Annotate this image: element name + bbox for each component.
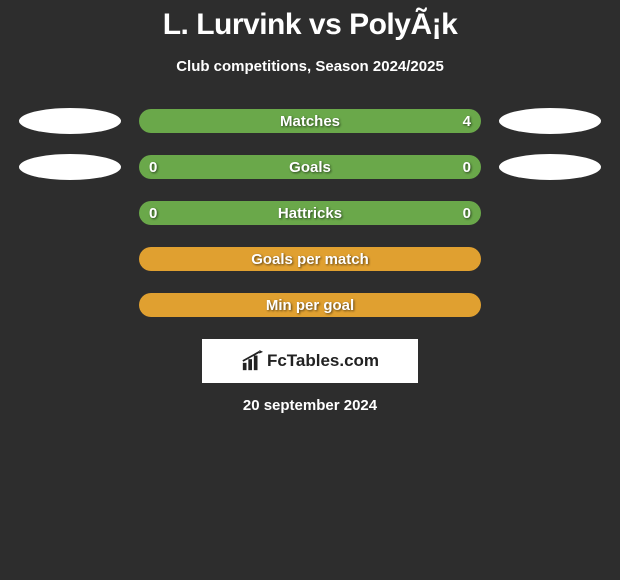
stats-comparison-card: L. Lurvink vs PolyÃ¡k Club competitions,… (0, 0, 620, 414)
stat-bar: Min per goal (139, 293, 481, 317)
ellipse-spacer (499, 200, 601, 226)
stat-label: Hattricks (139, 205, 481, 222)
stat-value-right: 0 (463, 205, 471, 222)
stat-row-min-per-goal: Min per goal (0, 293, 620, 317)
stat-row-hattricks: 0 Hattricks 0 (0, 201, 620, 225)
stat-label: Goals per match (139, 251, 481, 268)
ellipse-spacer (19, 292, 121, 318)
bar-chart-icon (241, 350, 263, 372)
ellipse-spacer (19, 200, 121, 226)
stat-bar: Matches 4 (139, 109, 481, 133)
stat-bar: 0 Hattricks 0 (139, 201, 481, 225)
stat-label: Min per goal (139, 297, 481, 314)
stat-value-right: 0 (463, 159, 471, 176)
subtitle: Club competitions, Season 2024/2025 (0, 58, 620, 75)
date-label: 20 september 2024 (0, 397, 620, 414)
stat-value-right: 4 (463, 113, 471, 130)
player-right-ellipse (499, 154, 601, 180)
logo-text: FcTables.com (267, 351, 379, 371)
stat-row-goals: 0 Goals 0 (0, 155, 620, 179)
stat-bar: 0 Goals 0 (139, 155, 481, 179)
stat-row-matches: Matches 4 (0, 109, 620, 133)
fctables-logo[interactable]: FcTables.com (202, 339, 418, 383)
player-left-ellipse (19, 108, 121, 134)
ellipse-spacer (19, 246, 121, 272)
page-title: L. Lurvink vs PolyÃ¡k (0, 8, 620, 42)
stat-label: Matches (139, 113, 481, 130)
stat-row-goals-per-match: Goals per match (0, 247, 620, 271)
ellipse-spacer (499, 292, 601, 318)
player-right-ellipse (499, 108, 601, 134)
ellipse-spacer (499, 246, 601, 272)
player-left-ellipse (19, 154, 121, 180)
stat-rows: Matches 4 0 Goals 0 0 Hattricks 0 (0, 109, 620, 317)
stat-label: Goals (139, 159, 481, 176)
stat-bar: Goals per match (139, 247, 481, 271)
